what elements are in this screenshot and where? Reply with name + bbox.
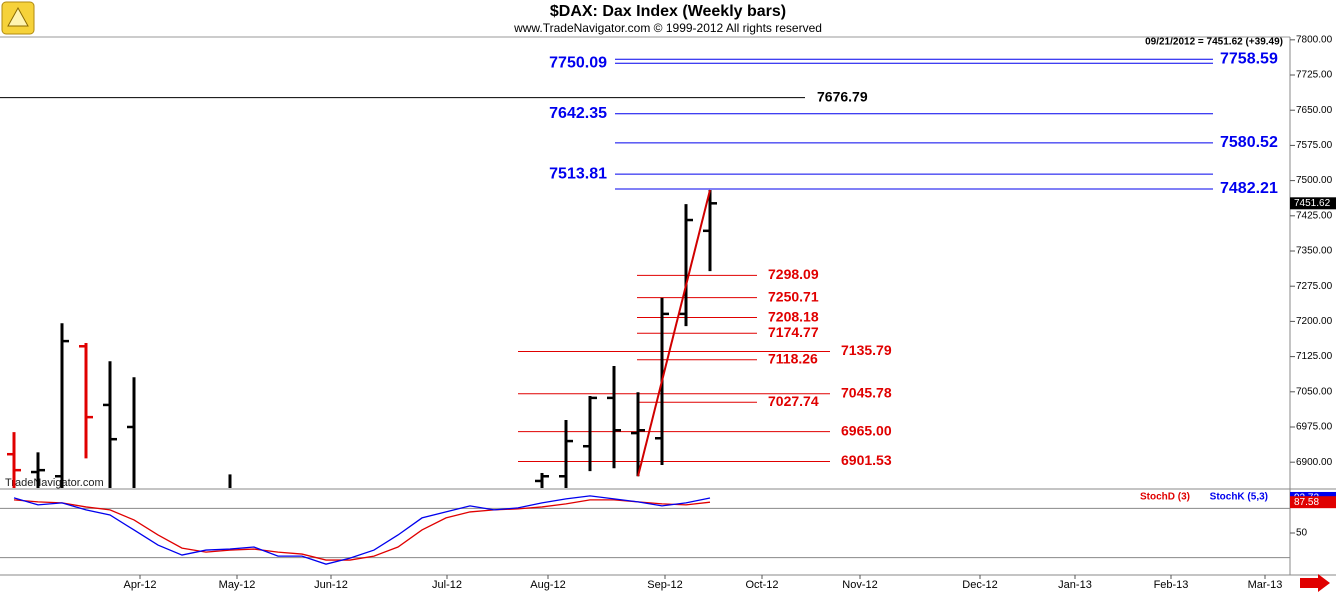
x-tick-label: Mar-13: [1248, 579, 1283, 591]
annotation: 09/21/2012 = 7451.62 (+39.49): [1145, 37, 1283, 48]
y-tick-label: 7050.00: [1296, 386, 1333, 397]
x-tick-label: Sep-12: [647, 579, 682, 591]
stoch-line: [13, 499, 711, 561]
x-tick-label: Oct-12: [745, 579, 778, 591]
trend-line: [637, 189, 711, 477]
logo: [1, 1, 35, 35]
y-tick-label: 7200.00: [1296, 316, 1333, 327]
level-label: 7174.77: [768, 324, 819, 340]
level-label: 7250.71: [768, 288, 819, 304]
y-tick-label: 7800.00: [1296, 34, 1333, 45]
x-tick-label: Dec-12: [962, 579, 997, 591]
x-tick-label: Aug-12: [530, 579, 565, 591]
y-tick-label: 7650.00: [1296, 105, 1333, 116]
level-label: 7045.78: [841, 384, 892, 400]
y-tick-label: 7500.00: [1296, 175, 1333, 186]
level-label: 6901.53: [841, 452, 892, 468]
level-label: 6965.00: [841, 422, 892, 438]
level-label: 7580.52: [1220, 134, 1278, 151]
y-tick-label: 7125.00: [1296, 351, 1333, 362]
legend-entry: StochD (3): [1140, 492, 1190, 503]
level-label: 7208.18: [768, 308, 819, 324]
y-tick-label: 7425.00: [1296, 210, 1333, 221]
level-label: 7758.59: [1220, 50, 1278, 67]
y-tick-label: 7725.00: [1296, 70, 1333, 81]
chart-title: $DAX: Dax Index (Weekly bars): [550, 3, 786, 20]
level-label: 7027.74: [768, 393, 819, 409]
watermark: TradeNavigator.com: [5, 477, 104, 489]
x-tick-label: Jun-12: [314, 579, 348, 591]
last-value-box: [1290, 496, 1336, 509]
scroll-arrow[interactable]: [1300, 574, 1330, 592]
level-label: 7750.09: [549, 54, 607, 71]
x-tick-label: Apr-12: [123, 579, 156, 591]
bars: [7, 189, 717, 488]
y-tick-label: 6900.00: [1296, 457, 1333, 468]
last-value-label: 87.58: [1294, 497, 1319, 508]
chart-subtitle: www.TradeNavigator.com © 1999-2012 All r…: [513, 21, 822, 35]
level-label: 7676.79: [817, 88, 868, 104]
y-tick-label: 7275.00: [1296, 281, 1333, 292]
x-tick-label: May-12: [219, 579, 256, 591]
y-tick-label: 7350.00: [1296, 246, 1333, 257]
last-price-label: 7451.62: [1294, 198, 1331, 209]
x-tick-label: Nov-12: [842, 579, 877, 591]
x-tick-label: Feb-13: [1154, 579, 1189, 591]
legend-entry: StochK (5,3): [1210, 492, 1268, 503]
stoch-line: [13, 495, 711, 565]
x-tick-label: Jan-13: [1058, 579, 1092, 591]
level-label: 7118.26: [768, 350, 818, 366]
level-label: 7298.09: [768, 266, 819, 282]
level-label: 7135.79: [841, 342, 892, 358]
level-label: 7513.81: [549, 165, 607, 182]
stoch-lines: [13, 495, 711, 565]
y-tick-label: 6975.00: [1296, 422, 1333, 433]
y-tick-label: 50: [1296, 528, 1308, 539]
levels: 7758.59 7750.09 7676.79 7642.35 7580.52 7513.…: [0, 50, 1278, 468]
y-tick-label: 7575.00: [1296, 140, 1333, 151]
x-tick-label: Jul-12: [432, 579, 462, 591]
level-label: 7642.35: [549, 105, 607, 122]
last-price-box: [1290, 197, 1336, 210]
level-label: 7482.21: [1220, 180, 1278, 197]
